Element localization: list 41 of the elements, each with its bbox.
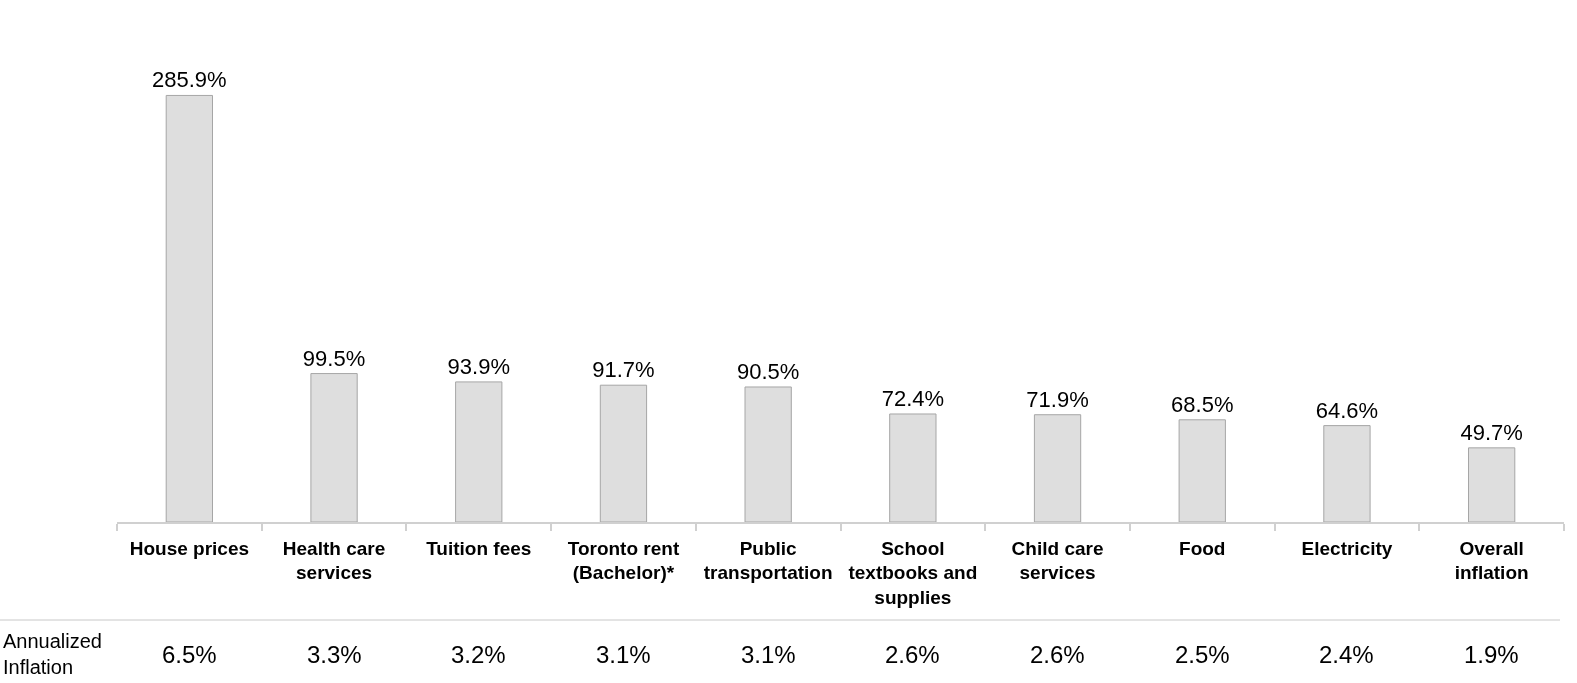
x-tick-label: Overall inflation bbox=[1454, 537, 1529, 584]
text: 3.1% bbox=[596, 641, 651, 668]
text: 6.5% bbox=[162, 641, 217, 668]
text: 2.5% bbox=[1175, 641, 1230, 668]
bar bbox=[455, 381, 503, 522]
data-label: 91.7% bbox=[592, 357, 655, 383]
bar bbox=[1323, 425, 1371, 522]
data-label: 285.9% bbox=[152, 67, 227, 93]
x-tick-label: Health care services bbox=[282, 537, 386, 584]
bar bbox=[310, 373, 358, 522]
text: 2.4% bbox=[1319, 641, 1374, 668]
text: 2.6% bbox=[885, 641, 940, 668]
x-tick-label: Electricity bbox=[1301, 537, 1393, 559]
x-tick-label: Child care services bbox=[1011, 537, 1104, 584]
data-label: 99.5% bbox=[302, 345, 366, 371]
bar bbox=[889, 413, 937, 522]
bar bbox=[1468, 447, 1516, 522]
text: Annualized Inflation bbox=[3, 630, 102, 678]
text: 3.2% bbox=[451, 641, 506, 668]
data-label: 90.5% bbox=[736, 358, 800, 384]
text: 3.1% bbox=[741, 641, 796, 668]
bar bbox=[1033, 414, 1082, 522]
x-tick-label: Public transportation bbox=[703, 537, 833, 584]
bar bbox=[165, 94, 213, 522]
x-tick-label: School textbooks and supplies bbox=[848, 537, 978, 608]
x-tick-label: House prices bbox=[129, 537, 250, 559]
bar bbox=[744, 386, 792, 522]
x-tick-label: Food bbox=[1179, 537, 1226, 559]
bar bbox=[1178, 419, 1226, 522]
text: 3.3% bbox=[307, 641, 362, 668]
x-tick-label: Toronto rent (Bachelor)* bbox=[567, 537, 680, 584]
x-tick-label: Tuition fees bbox=[426, 537, 532, 559]
data-label: 49.7% bbox=[1460, 419, 1523, 445]
data-label: 72.4% bbox=[881, 385, 945, 411]
bar bbox=[599, 384, 648, 522]
data-label: 93.9% bbox=[447, 353, 510, 379]
text: 1.9% bbox=[1464, 641, 1519, 668]
data-label: 68.5% bbox=[1171, 391, 1234, 417]
text: 2.6% bbox=[1030, 641, 1085, 668]
data-label: 64.6% bbox=[1315, 397, 1379, 423]
data-label: 71.9% bbox=[1026, 386, 1089, 412]
